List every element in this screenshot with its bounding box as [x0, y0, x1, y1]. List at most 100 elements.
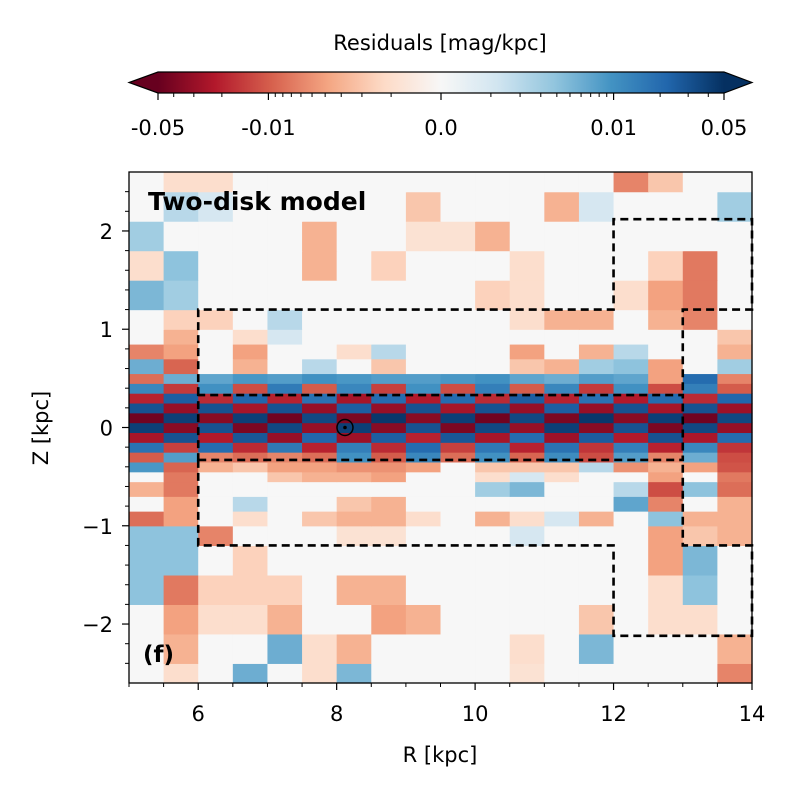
heatmap-cell	[648, 452, 684, 463]
heatmap-cell	[648, 329, 684, 345]
heatmap-cell	[648, 604, 684, 635]
heatmap-cell	[129, 329, 165, 345]
heatmap-cell	[509, 373, 545, 384]
heatmap-cell	[648, 663, 684, 684]
heatmap-cell	[648, 471, 684, 483]
heatmap-cell	[129, 452, 165, 463]
heatmap-cell	[163, 574, 199, 605]
heatmap-cell	[613, 343, 649, 360]
heatmap-cell	[302, 511, 338, 527]
heatmap-cell	[232, 412, 269, 424]
thin-disk-region-outline	[196, 393, 685, 462]
heatmap-cell	[163, 633, 199, 664]
heatmap-cell	[475, 250, 511, 281]
heatmap-cell	[198, 604, 234, 635]
heatmap-cell	[371, 412, 407, 424]
heatmap-cell	[198, 545, 234, 576]
heatmap-cell	[163, 172, 199, 193]
heatmap-cell	[405, 442, 442, 453]
heatmap-cell	[648, 422, 684, 434]
y-tick-label: 2	[100, 220, 113, 244]
heatmap-cell	[440, 309, 476, 330]
heatmap-cell	[648, 633, 684, 664]
heatmap-cell	[371, 329, 407, 345]
heatmap-cell	[163, 329, 199, 345]
heatmap-cell	[682, 373, 718, 384]
heatmap-cell	[717, 412, 753, 424]
heatmap-cell	[509, 172, 545, 193]
heatmap-cell	[302, 393, 338, 404]
colorbar-tick-label: 0.05	[701, 116, 748, 140]
heatmap-cell	[544, 343, 580, 360]
heatmap-cell	[648, 280, 684, 311]
heatmap-cell	[232, 461, 269, 473]
heatmap-cell	[648, 545, 684, 576]
heatmap-cell	[198, 309, 234, 330]
heatmap-cell	[613, 358, 649, 375]
heatmap-cell	[475, 574, 511, 605]
heatmap-cell	[267, 250, 303, 281]
heatmap-cell	[371, 604, 407, 635]
heatmap-cell	[682, 496, 718, 512]
heatmap-cell	[509, 191, 545, 222]
heatmap-cell	[267, 358, 303, 375]
heatmap-cell	[578, 461, 615, 473]
heatmap-cell	[578, 496, 615, 512]
heatmap-cell	[440, 221, 476, 252]
heatmap-cell	[475, 172, 511, 193]
heatmap-cell	[302, 525, 338, 547]
heatmap-cell	[682, 511, 718, 527]
heatmap-cell	[475, 191, 511, 222]
heatmap-cell	[544, 402, 580, 414]
heatmap-cell	[717, 496, 753, 512]
colorbar-extend-high	[724, 72, 752, 93]
heatmap-cell	[717, 393, 753, 404]
colorbar-tick-label: -0.01	[241, 116, 295, 140]
heatmap-cell	[405, 373, 442, 384]
heatmap-cell	[302, 191, 338, 222]
heatmap-cell	[440, 663, 476, 684]
heatmap-cell	[544, 574, 580, 605]
heatmap-cell	[509, 496, 545, 512]
heatmap-cell	[267, 422, 303, 434]
heatmap-cell	[371, 402, 407, 414]
heatmap-cell	[198, 452, 234, 463]
heatmap-cell	[405, 481, 442, 497]
heatmap-cell	[717, 511, 753, 527]
heatmap-cell	[129, 461, 165, 473]
heatmap-cell	[682, 343, 718, 360]
heatmap-cell	[336, 191, 372, 222]
heatmap-cell	[302, 432, 338, 443]
heatmap-cell	[578, 481, 615, 497]
heatmap-cell	[336, 461, 372, 473]
heatmap-cell	[129, 442, 165, 453]
heatmap-cell	[475, 432, 511, 443]
heatmap-cell	[336, 663, 372, 684]
colorbar-gradient-bar	[158, 72, 724, 93]
heatmap-cell	[198, 383, 234, 394]
heatmap-cell	[440, 402, 476, 414]
heatmap-cell	[682, 280, 718, 311]
heatmap-cell	[440, 250, 476, 281]
heatmap-cell	[613, 452, 649, 463]
heatmap-cell	[232, 422, 269, 434]
heatmap-cell	[613, 496, 649, 512]
heatmap-cell	[232, 172, 269, 193]
heatmap-cell	[613, 309, 649, 330]
heatmap-cell	[717, 402, 753, 414]
heatmap-cell	[613, 511, 649, 527]
heatmap-cell	[578, 432, 615, 443]
heatmap-cell	[717, 604, 753, 635]
y-tick-label: 1	[100, 318, 113, 342]
heatmap-cell	[509, 633, 545, 664]
heatmap-cell	[475, 496, 511, 512]
heatmap-cell	[232, 373, 269, 384]
heatmap-cell	[440, 604, 476, 635]
heatmap-cell	[267, 633, 303, 664]
heatmap-cell	[198, 574, 234, 605]
heatmap-cell	[232, 471, 269, 483]
heatmap-cell	[336, 309, 372, 330]
heatmap-cell	[682, 432, 718, 443]
heatmap-cell	[371, 191, 407, 222]
heatmap-cell	[129, 481, 165, 497]
